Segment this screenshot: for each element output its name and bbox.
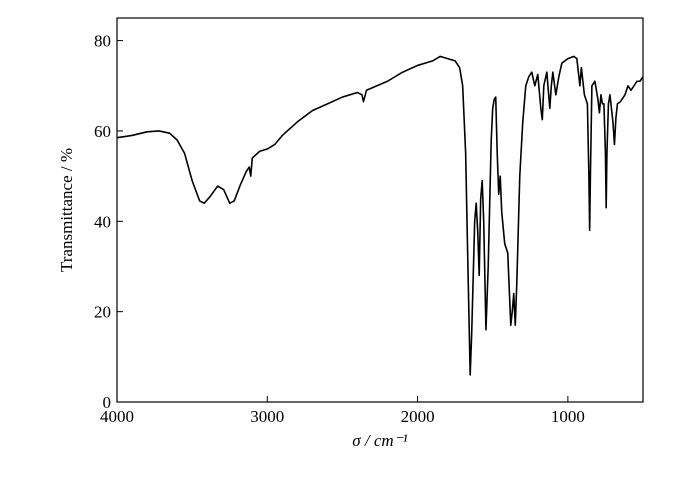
plot-frame <box>116 17 644 403</box>
x-tick-label: 1000 <box>551 407 585 426</box>
x-axis-label: σ / cm⁻¹ <box>352 431 408 450</box>
y-axis-label: Transmittance / % <box>57 148 76 272</box>
x-tick-label: 2000 <box>401 407 435 426</box>
y-tick-label: 80 <box>94 32 111 51</box>
x-tick-label: 4000 <box>100 407 134 426</box>
y-tick-label: 60 <box>94 122 111 141</box>
y-tick-label: 20 <box>94 303 111 322</box>
y-tick-label: 40 <box>94 212 111 231</box>
x-tick-label: 3000 <box>250 407 284 426</box>
y-tick-label: 0 <box>103 393 112 412</box>
spectrum-line <box>116 55 644 376</box>
